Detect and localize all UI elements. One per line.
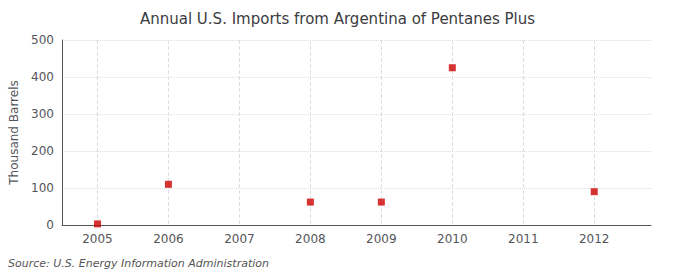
svg-text:100: 100	[31, 181, 54, 195]
svg-text:2005: 2005	[82, 232, 113, 246]
svg-text:Annual U.S. Imports from Argen: Annual U.S. Imports from Argentina of Pe…	[140, 10, 535, 28]
svg-text:500: 500	[31, 33, 54, 47]
svg-text:2010: 2010	[437, 232, 468, 246]
svg-text:2008: 2008	[295, 232, 326, 246]
svg-text:300: 300	[31, 107, 54, 121]
svg-text:200: 200	[31, 144, 54, 158]
svg-text:2007: 2007	[224, 232, 255, 246]
svg-text:Source: U.S. Energy Informatio: Source: U.S. Energy Information Administ…	[8, 257, 269, 270]
svg-text:2012: 2012	[579, 232, 610, 246]
svg-text:400: 400	[31, 70, 54, 84]
svg-text:2006: 2006	[153, 232, 184, 246]
svg-text:2011: 2011	[508, 232, 539, 246]
svg-text:Thousand Barrels: Thousand Barrels	[7, 80, 21, 185]
svg-text:2009: 2009	[366, 232, 397, 246]
svg-text:0: 0	[46, 218, 54, 232]
